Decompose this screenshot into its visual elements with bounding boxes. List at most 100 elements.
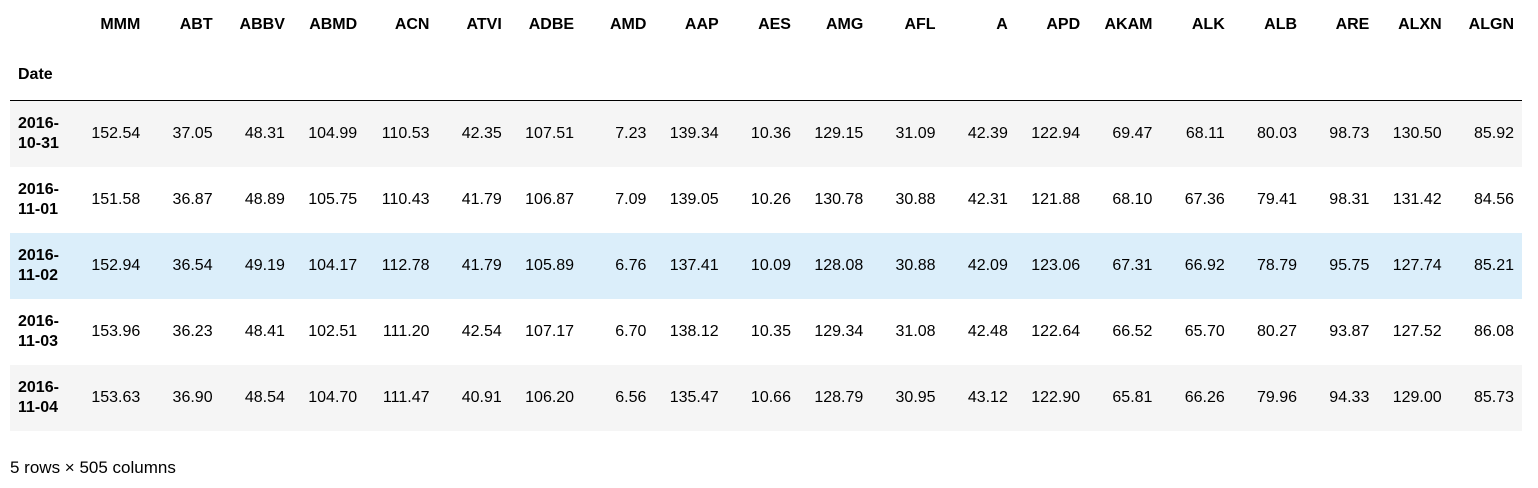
table-cell: 31.09 [895,124,936,142]
table-cell: 130.78 [814,190,864,208]
row-index-line: 11-03 [18,332,59,350]
table-cell: 6.76 [615,256,647,274]
table-cell: 153.63 [91,388,141,406]
column-header: ABBV [239,16,285,33]
row-index-line: 2016- [18,180,59,198]
table-cell: 85.21 [1473,256,1514,274]
table-cell: 128.79 [814,388,864,406]
column-header: MMM [100,16,141,33]
table-cell: 31.08 [895,322,936,340]
index-header-blank [148,50,220,101]
column-header: AES [758,16,791,33]
index-header-blank [1160,50,1232,101]
table-cell: 86.08 [1473,322,1514,340]
table-cell: 122.64 [1031,322,1081,340]
table-cell: 80.27 [1257,322,1298,340]
column-header: AMG [825,16,864,33]
column-header: ARE [1335,16,1370,33]
table-cell: 66.92 [1184,256,1225,274]
table-cell: 129.34 [814,322,864,340]
table-cell: 49.19 [244,256,285,274]
table-cell: 10.35 [750,322,791,340]
table-cell: 111.47 [382,388,430,406]
row-index-line: 11-02 [18,266,59,284]
table-cell: 85.92 [1473,124,1514,142]
table-cell: 152.54 [91,124,141,142]
index-header-row: Date [10,50,1522,101]
table-cell: 128.08 [814,256,864,274]
table-cell: 6.70 [615,322,647,340]
table-cell: 95.75 [1329,256,1370,274]
table-row: 2016- 11-02 152.94 36.54 49.19 104.17 112.78 41… [10,232,1522,299]
column-header: ATVI [466,16,502,33]
table-cell: 6.56 [615,388,647,406]
index-header-blank [871,50,943,101]
row-index: 2016- 11-03 [10,299,76,365]
table-cell: 48.54 [244,388,285,406]
table-cell: 152.94 [91,256,141,274]
table-cell: 111.20 [382,322,430,340]
table-cell: 48.31 [244,124,285,142]
row-index-line: 2016- [18,312,59,330]
row-index: 2016- 11-01 [10,167,76,233]
table-cell: 66.52 [1112,322,1153,340]
row-index: 2016- 11-02 [10,233,76,299]
table-cell: 42.54 [461,322,502,340]
row-index-line: 11-01 [18,200,59,218]
table-cell: 131.42 [1392,190,1442,208]
row-index: 2016- 10-31 [10,101,76,167]
table-cell: 65.81 [1112,388,1153,406]
table-cell: 107.51 [525,124,575,142]
table-cell: 106.87 [525,190,575,208]
row-index-line: 2016- [18,378,59,396]
index-header-blank [510,50,582,101]
table-cell: 69.47 [1112,124,1153,142]
table-cell: 139.05 [669,190,719,208]
table-cell: 36.90 [172,388,213,406]
table-cell: 65.70 [1184,322,1225,340]
column-header: AAP [684,16,719,33]
table-cell: 107.17 [525,322,575,340]
table-cell: 41.79 [461,190,502,208]
column-header: AKAM [1104,16,1153,33]
table-cell: 137.41 [669,256,719,274]
table-cell: 130.50 [1392,124,1442,142]
table-cell: 94.33 [1329,388,1370,406]
index-header-blank [1377,50,1449,101]
table-cell: 10.26 [750,190,791,208]
table-cell: 43.12 [967,388,1008,406]
table-cell: 105.89 [525,256,575,274]
table-cell: 135.47 [669,388,719,406]
table-cell: 104.17 [308,256,358,274]
table-cell: 67.36 [1184,190,1225,208]
index-header-blank [582,50,654,101]
table-cell: 10.66 [750,388,791,406]
table-cell: 105.75 [308,190,358,208]
table-cell: 7.09 [615,190,647,208]
corner-cell [10,0,76,50]
table-cell: 127.74 [1392,256,1442,274]
column-header: AMD [609,16,647,33]
table-cell: 67.31 [1112,256,1153,274]
table-cell: 106.20 [525,388,575,406]
table-cell: 48.89 [244,190,285,208]
table-cell: 30.88 [895,256,936,274]
table-cell: 40.91 [461,388,502,406]
table-cell: 102.51 [308,322,358,340]
table-cell: 66.26 [1184,388,1225,406]
table-cell: 68.11 [1185,124,1225,142]
index-header-blank [1016,50,1088,101]
table-body: 2016- 10-31 152.54 37.05 48.31 104.99 110.53 42… [10,100,1522,431]
index-header-blank [654,50,726,101]
dataframe-output: MMM ABT ABBV ABMD ACN ATVI ADBE AMD AAP AES AMG AFL… [10,0,1522,431]
table-cell: 41.79 [461,256,502,274]
dataframe-table: MMM ABT ABBV ABMD ACN ATVI ADBE AMD AAP AES AMG AFL… [10,0,1522,431]
table-cell: 98.73 [1329,124,1370,142]
table-cell: 129.00 [1392,388,1442,406]
index-header-blank [1088,50,1160,101]
table-cell: 139.34 [669,124,719,142]
table-cell: 127.52 [1392,322,1442,340]
table-cell: 98.31 [1329,190,1370,208]
table-cell: 48.41 [244,322,285,340]
index-header-blank [221,50,293,101]
